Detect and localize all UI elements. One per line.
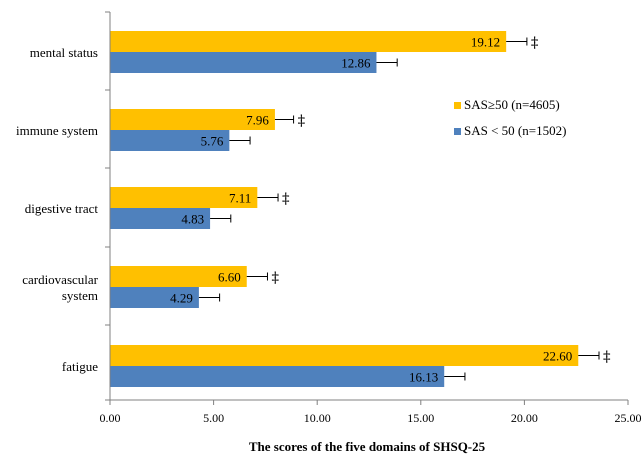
data-label: 6.60 (218, 270, 241, 285)
bar (110, 109, 275, 130)
bars-layer: 19.12 7.96 7.11 6.60 22.60 12.86 5.76 4.83 4.29 1… (110, 31, 611, 387)
x-axis-title: The scores of the five domains of SHSQ-2… (249, 439, 486, 454)
data-label: 19.12 (471, 35, 500, 50)
data-label: 16.13 (409, 370, 438, 385)
bar (110, 345, 579, 366)
bar (110, 52, 377, 73)
significance-mark: ‡ (282, 190, 290, 208)
x-tick-label: 10.00 (304, 411, 331, 425)
x-tick-label: 5.00 (203, 411, 224, 425)
category-label: mental status (30, 45, 98, 60)
bar (110, 366, 445, 387)
bar (110, 287, 199, 308)
bar (110, 130, 230, 151)
data-label: 4.29 (170, 291, 193, 306)
x-tick-label: 0.00 (100, 411, 121, 425)
bar (110, 187, 258, 208)
data-label: 22.60 (543, 349, 572, 364)
data-label: 4.83 (181, 212, 204, 227)
category-label: system (62, 288, 98, 303)
data-label: 7.11 (229, 191, 251, 206)
bar (110, 208, 211, 229)
significance-mark: ‡ (271, 269, 279, 287)
bar (110, 31, 507, 52)
data-label: 5.76 (201, 134, 224, 149)
x-tick-label: 25.00 (615, 411, 642, 425)
data-label: 7.96 (246, 113, 269, 128)
legend-label: SAS < 50 (n=1502) (464, 123, 566, 138)
significance-mark: ‡ (603, 348, 611, 366)
category-label: cardiovascular (22, 272, 98, 287)
category-label: fatigue (62, 359, 98, 374)
significance-mark: ‡ (298, 112, 306, 130)
x-tick-label: 20.00 (511, 411, 538, 425)
legend-swatch (454, 128, 461, 135)
bar (110, 266, 247, 287)
data-label: 12.86 (341, 56, 371, 71)
legend-swatch (454, 102, 461, 109)
axes-layer: mental status immune system digestive trac… (16, 11, 642, 425)
legend-label: SAS≥50 (n=4605) (464, 97, 560, 112)
category-label: digestive tract (25, 201, 99, 216)
legend: SAS≥50 (n=4605) SAS < 50 (n=1502) (454, 97, 566, 138)
category-label: immune system (16, 123, 98, 138)
significance-mark: ‡ (531, 34, 539, 52)
x-tick-label: 15.00 (407, 411, 434, 425)
